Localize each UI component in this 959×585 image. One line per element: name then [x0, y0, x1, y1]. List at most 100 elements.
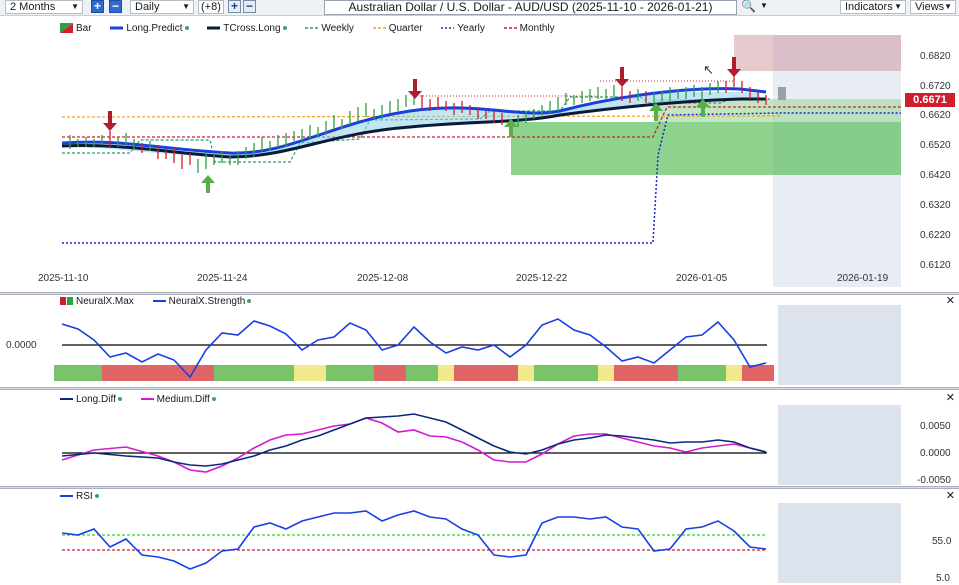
- neural-zero-tick: 0.0000: [6, 340, 37, 351]
- price-tick: 0.6620: [920, 110, 951, 121]
- legend-monthly[interactable]: Monthly: [503, 23, 555, 35]
- symbol-title[interactable]: Australian Dollar / U.S. Dollar - AUD/US…: [324, 0, 737, 15]
- pane-divider[interactable]: [0, 292, 959, 295]
- views-label: Views: [915, 1, 945, 13]
- target-zone-red: [734, 35, 901, 71]
- price-tick: 0.6520: [920, 140, 951, 151]
- price-tick: 0.6120: [920, 260, 951, 271]
- settings-dot-icon[interactable]: [247, 299, 252, 304]
- legend-label: RSI: [76, 491, 93, 502]
- legend-quarter[interactable]: Quarter: [372, 23, 423, 35]
- legend-rsi[interactable]: RSI: [60, 491, 99, 503]
- legend-label: Yearly: [457, 23, 485, 34]
- settings-dot-icon[interactable]: [282, 26, 287, 31]
- strength-bars: [54, 365, 774, 381]
- line-swatch-icon: [372, 27, 386, 30]
- price-tick: 0.6320: [920, 200, 951, 211]
- range-select[interactable]: 2 Months ▼: [5, 0, 83, 14]
- legend-bar[interactable]: Bar: [60, 23, 92, 35]
- close-pane-icon[interactable]: ✕: [945, 392, 955, 404]
- date-tick: 2025-12-08: [357, 273, 409, 284]
- date-tick: 2025-12-22: [516, 273, 568, 284]
- legend-label: NeuralX.Max: [76, 296, 134, 307]
- legend-label: Bar: [76, 23, 92, 34]
- price-tick: 0.6220: [920, 230, 951, 241]
- bar-swatch-icon: [60, 23, 73, 34]
- target-zone-green-light: [655, 99, 901, 122]
- search-icon[interactable]: 🔍: [741, 0, 756, 13]
- buy-arrow-icon: [649, 103, 663, 121]
- diff-tick: 0.0000: [920, 448, 951, 459]
- monthly-line: [62, 106, 901, 138]
- rsi-chart[interactable]: [0, 489, 959, 585]
- price-tick: 0.6420: [920, 170, 951, 181]
- range-value: 2 Months: [10, 1, 56, 13]
- offset-select[interactable]: (+8): [198, 0, 224, 14]
- date-tick: 2026-01-19: [837, 273, 889, 284]
- date-tick: 2025-11-24: [197, 273, 248, 284]
- predict-cloud: [62, 91, 760, 157]
- add-offset-button[interactable]: +: [228, 0, 241, 13]
- line-swatch-icon: [110, 26, 124, 30]
- legend-weekly[interactable]: Weekly: [305, 23, 354, 35]
- indicators-label: Indicators: [845, 1, 893, 13]
- legend-long-predict[interactable]: Long.Predict: [110, 23, 189, 35]
- legend-label: Quarter: [388, 23, 423, 34]
- chevron-down-icon: ▼: [944, 2, 952, 11]
- legend-long-diff[interactable]: Long.Diff: [60, 394, 122, 406]
- neural-legend: NeuralX.Max NeuralX.Strength: [60, 296, 267, 308]
- remove-offset-button[interactable]: −: [243, 0, 256, 13]
- legend-label: TCross.Long: [223, 23, 281, 34]
- legend-tcross-long[interactable]: TCross.Long: [207, 23, 287, 35]
- settings-dot-icon[interactable]: [211, 397, 216, 402]
- settings-dot-icon[interactable]: [117, 397, 122, 402]
- line-swatch-icon: [305, 27, 319, 30]
- line-swatch-icon: [60, 398, 73, 401]
- long-predict-line: [61, 87, 767, 155]
- toolbar: 2 Months ▼ + − Daily ▼ (+8) + − Australi…: [0, 0, 959, 16]
- rsi-legend: RSI: [60, 491, 115, 503]
- interval-value: Daily: [135, 1, 160, 13]
- zoom-in-button[interactable]: +: [91, 0, 104, 13]
- pane-divider[interactable]: [0, 486, 959, 489]
- price-chart[interactable]: [0, 15, 959, 307]
- legend-label: NeuralX.Strength: [168, 296, 246, 307]
- legend-yearly[interactable]: Yearly: [441, 23, 485, 35]
- buy-signal-arrows: [201, 99, 710, 193]
- symbol-title-text: Australian Dollar / U.S. Dollar - AUD/US…: [348, 0, 713, 14]
- diff-legend: Long.Diff Medium.Diff: [60, 394, 232, 406]
- legend-neuralx-max[interactable]: NeuralX.Max: [60, 296, 134, 308]
- legend-label: Long.Predict: [126, 23, 183, 34]
- settings-dot-icon[interactable]: [184, 26, 189, 31]
- sell-arrow-icon: [408, 79, 422, 99]
- legend-medium-diff[interactable]: Medium.Diff: [140, 394, 216, 406]
- chevron-down-icon: ▼: [182, 2, 190, 11]
- date-tick: 2025-11-10: [38, 273, 89, 284]
- pane-divider[interactable]: [0, 387, 959, 390]
- views-button[interactable]: Views ▼: [910, 0, 956, 14]
- chevron-down-icon[interactable]: ▼: [760, 1, 768, 10]
- main-legend: Bar Long.Predict TCross.Long Weekly Quar…: [60, 23, 571, 35]
- legend-neuralx-strength[interactable]: NeuralX.Strength: [152, 296, 252, 308]
- legend-label: Monthly: [519, 23, 555, 34]
- settings-dot-icon[interactable]: [94, 494, 99, 499]
- line-swatch-icon: [152, 300, 166, 303]
- neural-chart[interactable]: [0, 295, 959, 388]
- close-pane-icon[interactable]: ✕: [945, 295, 955, 307]
- legend-label: Weekly: [321, 23, 354, 34]
- line-swatch-icon: [60, 495, 73, 498]
- interval-select[interactable]: Daily ▼: [130, 0, 194, 14]
- mouse-pointer-icon: ↖: [703, 62, 714, 77]
- diff-chart[interactable]: [0, 390, 959, 488]
- zoom-out-button[interactable]: −: [109, 0, 122, 13]
- legend-label: Medium.Diff: [156, 394, 210, 405]
- close-pane-icon[interactable]: ✕: [945, 490, 955, 502]
- buy-arrow-icon: [504, 119, 518, 137]
- indicators-button[interactable]: Indicators ▼: [840, 0, 906, 14]
- rsi-tick: 55.0: [932, 536, 952, 547]
- rsi-tick: 5.0: [936, 573, 950, 584]
- forecast-zone: [778, 503, 901, 583]
- forecast-zone: [778, 305, 901, 385]
- buy-arrow-icon: [201, 175, 215, 193]
- offset-value: (+8): [201, 1, 221, 13]
